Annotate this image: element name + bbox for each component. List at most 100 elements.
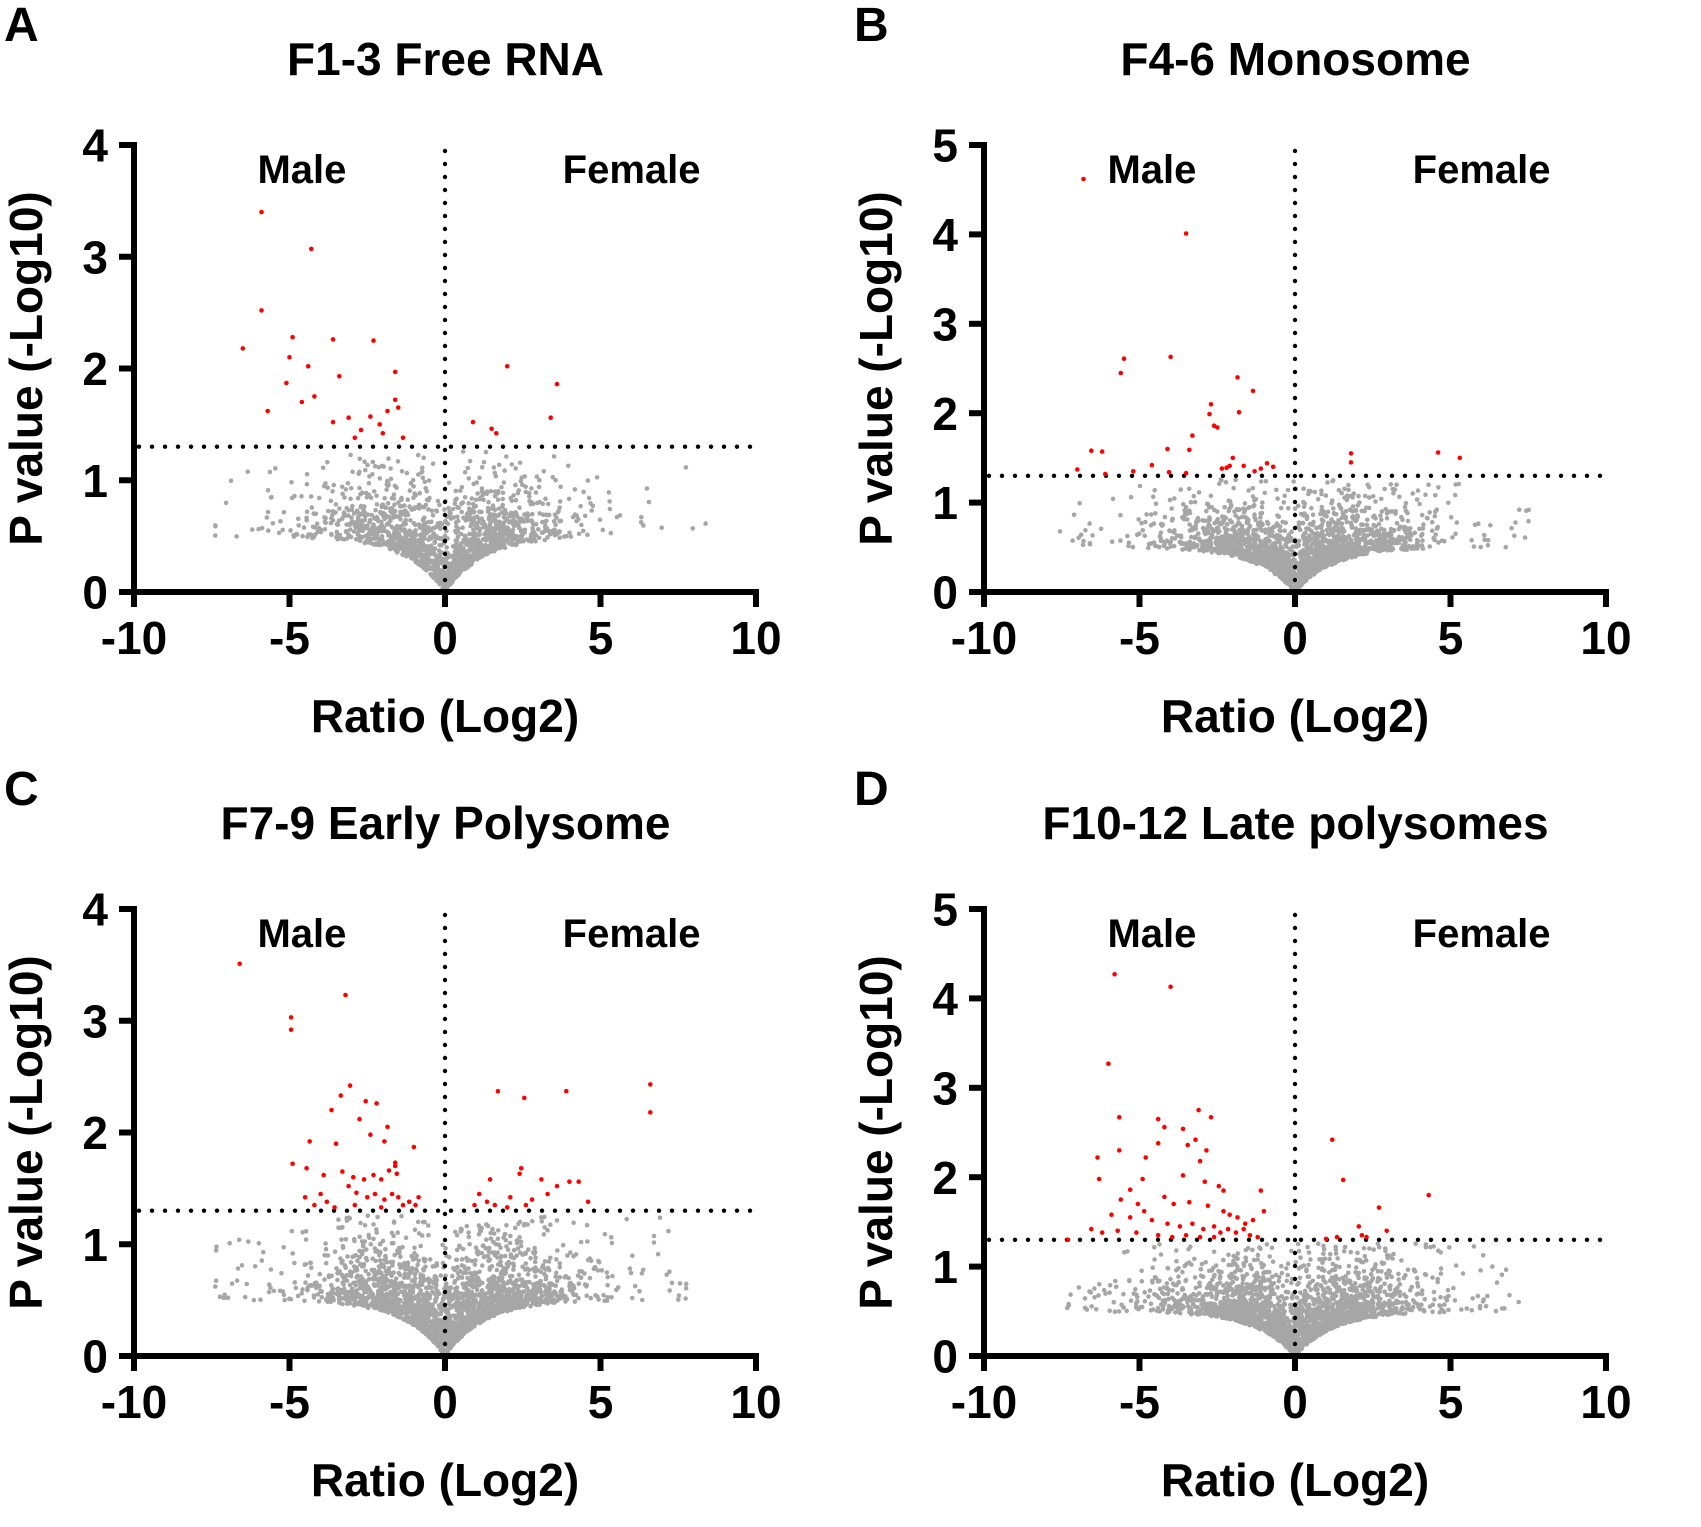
y-tick-label: 2 bbox=[932, 1152, 958, 1204]
reference-lines bbox=[986, 148, 1603, 583]
panel-b: -10 -5 0 5 10 0 1 2 3 4 5 Ratio (Log2) P value (-Log… bbox=[850, 0, 1701, 763]
panel-a: -10 -5 0 5 10 0 1 2 3 4 Ratio (Log2) P value (-Log1… bbox=[0, 0, 851, 763]
vertical-zero-line bbox=[442, 912, 448, 1347]
axes bbox=[119, 906, 759, 1371]
panel-letter-d: D bbox=[854, 763, 889, 816]
significant-points bbox=[237, 961, 653, 1210]
panel-title-b: F4-6 Monosome bbox=[1120, 33, 1471, 85]
y-tick-label: 0 bbox=[82, 1331, 108, 1383]
panel-letter-a: A bbox=[4, 0, 39, 52]
panel-d: -10 -5 0 5 10 0 1 2 3 4 5 Ratio (Log2) P value (-Log… bbox=[850, 764, 1701, 1527]
nonsignificant-points bbox=[1057, 477, 1531, 593]
x-tick-label: 5 bbox=[1438, 1376, 1464, 1428]
y-tick-label: 0 bbox=[932, 1331, 958, 1383]
tick-labels: -10 -5 0 5 10 0 1 2 3 4 bbox=[82, 120, 781, 664]
vertical-zero-line bbox=[442, 148, 448, 583]
vertical-zero-line bbox=[1292, 912, 1298, 1347]
x-tick-label: 5 bbox=[588, 1376, 614, 1428]
x-axis-label: Ratio (Log2) bbox=[1161, 1454, 1429, 1506]
female-group-label: Female bbox=[1413, 148, 1551, 192]
nonsignificant-points bbox=[1065, 1241, 1521, 1357]
x-tick-label: -5 bbox=[1119, 1376, 1160, 1428]
tick-labels: -10 -5 0 5 10 0 1 2 3 4 5 bbox=[932, 884, 1631, 1428]
female-group-label: Female bbox=[563, 148, 701, 192]
x-tick-label: 5 bbox=[1438, 612, 1464, 664]
panel-letter-b: B bbox=[854, 0, 889, 52]
reference-lines bbox=[136, 148, 753, 583]
male-group-label: Male bbox=[257, 148, 346, 192]
x-tick-label: 5 bbox=[588, 612, 614, 664]
male-group-label: Male bbox=[1107, 912, 1196, 956]
y-axis-label: P value (-Log10) bbox=[850, 955, 902, 1309]
male-group-label: Male bbox=[257, 912, 346, 956]
x-axis-label: Ratio (Log2) bbox=[311, 690, 579, 742]
y-axis-label: P value (-Log10) bbox=[0, 955, 52, 1309]
y-tick-label: 1 bbox=[932, 477, 958, 529]
x-tick-label: -10 bbox=[101, 612, 167, 664]
y-tick-label: 0 bbox=[932, 567, 958, 619]
x-tick-label: -10 bbox=[101, 1376, 167, 1428]
significance-threshold-line bbox=[986, 473, 1603, 478]
y-tick-label: 4 bbox=[82, 120, 108, 172]
nonsignificant-points bbox=[213, 449, 708, 593]
axes bbox=[119, 142, 759, 607]
x-tick-label: -5 bbox=[1119, 612, 1160, 664]
x-tick-label: -5 bbox=[269, 1376, 310, 1428]
y-axis-label: P value (-Log10) bbox=[0, 191, 52, 545]
x-axis-label: Ratio (Log2) bbox=[1161, 690, 1429, 742]
panel-title-c: F7-9 Early Polysome bbox=[220, 797, 671, 849]
y-tick-label: 0 bbox=[82, 567, 108, 619]
panel-title-d: F10-12 Late polysomes bbox=[1042, 797, 1549, 849]
x-tick-label: -5 bbox=[269, 612, 310, 664]
female-group-label: Female bbox=[563, 912, 701, 956]
vertical-zero-line bbox=[1292, 148, 1298, 583]
y-tick-label: 5 bbox=[932, 884, 958, 936]
volcano-plot-early-polysome: -10 -5 0 5 10 0 1 2 3 4 Ratio (Log2) P value (-Log1… bbox=[0, 884, 782, 1506]
panel-letter-c: C bbox=[4, 763, 39, 816]
y-tick-label: 2 bbox=[932, 388, 958, 440]
axes bbox=[969, 142, 1609, 607]
axes bbox=[969, 906, 1609, 1371]
x-tick-label: -10 bbox=[951, 1376, 1017, 1428]
y-tick-label: 3 bbox=[82, 231, 108, 283]
tick-labels: -10 -5 0 5 10 0 1 2 3 4 5 bbox=[932, 120, 1631, 664]
y-tick-label: 2 bbox=[82, 343, 108, 395]
male-group-label: Male bbox=[1107, 148, 1196, 192]
female-group-label: Female bbox=[1413, 912, 1551, 956]
x-tick-label: 10 bbox=[730, 612, 781, 664]
y-tick-label: 3 bbox=[82, 995, 108, 1047]
panel-c: -10 -5 0 5 10 0 1 2 3 4 Ratio (Log2) P value (-Log1… bbox=[0, 764, 851, 1527]
y-tick-label: 1 bbox=[82, 1219, 108, 1271]
x-tick-label: 0 bbox=[1282, 612, 1308, 664]
significance-threshold-line bbox=[136, 1208, 753, 1213]
x-axis-label: Ratio (Log2) bbox=[311, 1454, 579, 1506]
y-axis-label: P value (-Log10) bbox=[850, 191, 902, 545]
x-tick-label: 10 bbox=[1580, 612, 1631, 664]
x-tick-label: 10 bbox=[730, 1376, 781, 1428]
tick-labels: -10 -5 0 5 10 0 1 2 3 4 bbox=[82, 884, 781, 1428]
x-tick-label: -10 bbox=[951, 612, 1017, 664]
significant-points bbox=[1075, 176, 1463, 477]
significant-points bbox=[1065, 972, 1431, 1243]
panel-title-a: F1-3 Free RNA bbox=[287, 33, 604, 85]
y-tick-label: 3 bbox=[932, 298, 958, 350]
y-tick-label: 1 bbox=[82, 455, 108, 507]
y-tick-label: 3 bbox=[932, 1062, 958, 1114]
y-tick-label: 4 bbox=[932, 973, 958, 1025]
y-tick-label: 1 bbox=[932, 1241, 958, 1293]
x-tick-label: 0 bbox=[1282, 1376, 1308, 1428]
volcano-plot-free-rna: -10 -5 0 5 10 0 1 2 3 4 Ratio (Log2) P value (-Log1… bbox=[0, 120, 782, 742]
y-tick-label: 4 bbox=[932, 209, 958, 261]
x-tick-label: 10 bbox=[1580, 1376, 1631, 1428]
significance-threshold-line bbox=[136, 444, 753, 449]
reference-lines bbox=[136, 912, 753, 1347]
significant-points bbox=[240, 209, 560, 441]
y-tick-label: 2 bbox=[82, 1107, 108, 1159]
x-tick-label: 0 bbox=[432, 612, 458, 664]
y-tick-label: 5 bbox=[932, 120, 958, 172]
nonsignificant-points bbox=[213, 1213, 689, 1357]
x-tick-label: 0 bbox=[432, 1376, 458, 1428]
